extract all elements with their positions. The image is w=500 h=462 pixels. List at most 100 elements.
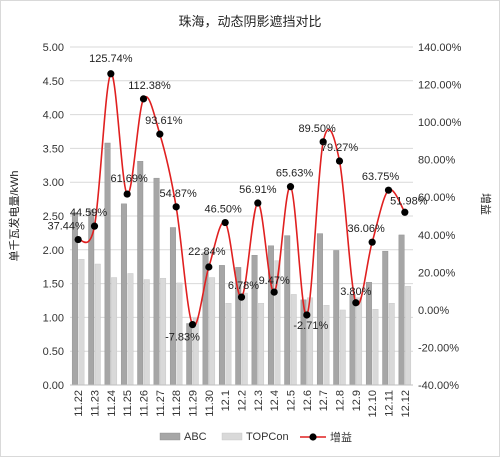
bar-abc — [104, 142, 111, 386]
gain-data-label: 56.91% — [239, 184, 277, 196]
y-left-tick-label: 0.50 — [43, 346, 64, 358]
y-left-tick-label: 1.50 — [43, 279, 64, 291]
legend-swatch-abc — [159, 432, 181, 441]
y-left-tick-label: 3.50 — [43, 143, 64, 155]
y-right-tick-label: 60.00% — [418, 192, 456, 204]
bar-topcon — [192, 317, 199, 386]
gain-point — [188, 320, 197, 329]
gain-data-label: 93.61% — [145, 115, 183, 127]
bar-abc — [120, 203, 127, 386]
gain-line — [74, 70, 409, 329]
gain-data-label: 79.27% — [321, 142, 359, 154]
gain-data-label: 44.59% — [70, 207, 108, 219]
bar-abc — [251, 255, 258, 386]
y-right-tick-label: 120.00% — [418, 80, 462, 92]
x-tick-label: 11.30 — [204, 390, 216, 417]
x-tick-label: 11.27 — [155, 390, 167, 417]
bar-topcon — [258, 303, 265, 386]
gain-point — [139, 95, 148, 103]
gain-point — [172, 203, 180, 211]
bar-abc — [349, 294, 356, 386]
gain-point — [384, 186, 393, 194]
gain-point — [401, 208, 409, 216]
y-right-tick-label: -20.00% — [418, 342, 459, 354]
gain-data-label: 125.74% — [89, 53, 133, 65]
x-tick-label: 11.22 — [73, 390, 85, 417]
bar-topcon — [78, 259, 85, 386]
x-tick-label: 11.25 — [122, 390, 134, 417]
gain-data-label: 46.50% — [205, 204, 243, 216]
bar-abc — [333, 250, 340, 386]
x-tick-label: 12.8 — [335, 390, 347, 411]
bar-topcon — [225, 303, 232, 386]
y-left-tick-label: 4.00 — [43, 110, 64, 122]
y-right-tick-label: -40.00% — [418, 380, 459, 392]
x-tick-label: 12.6 — [302, 390, 314, 411]
bar-abc — [137, 161, 144, 386]
y-right-tick-label: 20.00% — [418, 267, 456, 279]
x-tick-label: 11.26 — [139, 390, 151, 417]
bar-topcon — [127, 273, 134, 386]
bar-topcon — [290, 294, 297, 386]
x-tick-label: 12.5 — [286, 390, 298, 411]
bar-topcon — [111, 277, 118, 386]
legend-label-abc: ABC — [184, 431, 207, 443]
gain-point — [156, 130, 164, 138]
x-tick-label: 12.3 — [253, 390, 265, 411]
y-right-tick-label: 40.00% — [418, 230, 456, 242]
y-right-tick-label: 80.00% — [418, 155, 456, 167]
bar-abc — [398, 234, 405, 386]
y-right-tick-label: 0.00% — [418, 305, 449, 317]
gain-data-label: 65.63% — [276, 168, 314, 180]
bar-abc — [382, 250, 389, 386]
gain-point — [368, 238, 376, 246]
gain-point — [254, 199, 262, 207]
x-tick-label: 12.10 — [367, 390, 379, 418]
gain-data-label: -7.83% — [165, 332, 200, 344]
x-tick-label: 12.2 — [237, 390, 249, 411]
x-tick-label: 12.9 — [351, 390, 363, 411]
bar-abc — [316, 233, 323, 386]
bar-abc — [284, 235, 291, 386]
gain-data-label: 63.75% — [362, 171, 400, 183]
gain-data-label: 9.47% — [259, 275, 290, 287]
legend-label-gain: 增益 — [330, 430, 352, 444]
bar-abc — [153, 177, 160, 386]
bars — [71, 142, 412, 386]
gain-point — [237, 293, 246, 301]
bar-topcon — [143, 279, 150, 386]
gain-point — [205, 263, 213, 271]
y-right-tick-label: 140.00% — [418, 42, 462, 54]
gain-data-label: -2.71% — [293, 320, 328, 332]
y-left-tick-label: 2.00 — [43, 245, 64, 257]
gain-data-label: 112.38% — [128, 80, 171, 92]
x-tick-label: 12.11 — [384, 390, 396, 417]
gain-data-label: 22.84% — [188, 246, 226, 258]
legend-label-topcon: TOPCon — [246, 431, 289, 443]
y-right-tick-label: 100.00% — [418, 117, 462, 129]
bar-abc — [218, 265, 225, 386]
x-tick-label: 11.24 — [106, 390, 118, 417]
bar-topcon — [94, 263, 101, 386]
chart-title: 珠海，动态阴影遮挡对比 — [178, 14, 321, 29]
gain-data-label: 54.87% — [160, 188, 198, 200]
x-tick-label: 12.4 — [269, 390, 281, 411]
x-tick-label: 12.12 — [400, 390, 412, 418]
legend-marker-gain — [309, 433, 317, 441]
y-axis-right-label: 增益 — [479, 193, 493, 215]
y-left-tick-label: 1.00 — [43, 312, 64, 324]
axes: 0.00 0.50 1.00 1.50 2.00 2.50 3.00 3.50 4.00 4.50… — [43, 42, 462, 418]
gain-data-label: 37.44% — [48, 221, 86, 233]
gain-data-label: 6.78% — [228, 280, 259, 292]
gain-data-label: 36.06% — [348, 223, 386, 235]
bar-abc — [169, 227, 176, 386]
y-axis-left-label: 单千瓦发电量/kWh — [7, 170, 21, 261]
bar-topcon — [241, 292, 248, 386]
bar-topcon — [405, 286, 412, 386]
bar-topcon — [372, 309, 379, 386]
gain-point — [123, 190, 131, 198]
gain-point — [90, 222, 99, 230]
bar-topcon — [356, 297, 363, 386]
bar-topcon — [339, 309, 346, 386]
